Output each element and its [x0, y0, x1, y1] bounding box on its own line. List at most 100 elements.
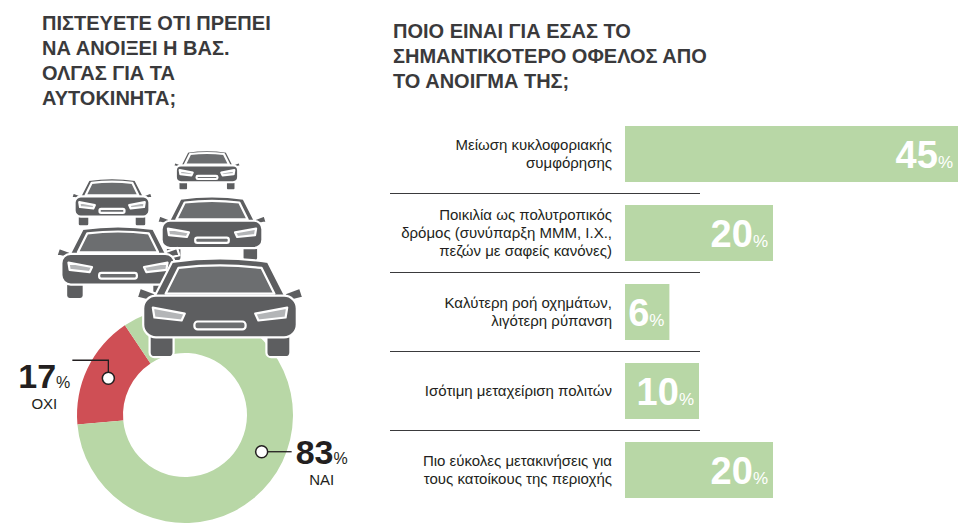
- car-part: [153, 258, 287, 299]
- text-line: τους κατοίκους της περιοχής: [424, 470, 612, 487]
- text-line: δρόμος (συνύπαρξη ΜΜΜ, Ι.Χ.,: [401, 224, 612, 241]
- car-part: [162, 221, 263, 248]
- car-part: [195, 238, 229, 243]
- donut-slice: [77, 307, 293, 523]
- bar: [625, 363, 699, 419]
- car-part: [79, 202, 95, 208]
- text-line: Μείωση κυκλοφοριακής: [456, 136, 613, 153]
- label-number: 6: [628, 292, 649, 334]
- text-line: ΤΟ ΑΝΟΙΓΜΑ ΤΗΣ;: [393, 70, 569, 92]
- car-part: [61, 254, 174, 285]
- row-separator: [390, 351, 700, 352]
- chart-title: ΠΟΙΟ ΕΙΝΑΙ ΓΙΑ ΕΣΑΣ ΤΟ ΣΗΜΑΝΤΙΚΟΤΕΡΟ ΟΦΕΛ…: [393, 20, 707, 92]
- car-part: [235, 229, 256, 237]
- car-part: [180, 170, 193, 175]
- slice-category-label: ΝΑΙ: [309, 471, 334, 488]
- label-number: 20: [711, 213, 753, 255]
- label-unit: %: [753, 469, 768, 488]
- car-part: [129, 202, 145, 208]
- row-separator: [390, 193, 700, 194]
- text-line: πεζών με σαφείς κανόνες): [439, 242, 612, 259]
- car-part: [68, 263, 92, 273]
- text-line: ΠΟΙΟ ΕΙΝΑΙ ΓΙΑ ΕΣΑΣ ΤΟ: [393, 20, 631, 42]
- label-unit: %: [938, 153, 953, 172]
- row-separator: [390, 430, 700, 431]
- category-label: Καλύτερη ροή οχημάτων,λιγότερη ρύπανση: [445, 294, 612, 329]
- label-number: 45: [896, 134, 938, 176]
- car-part: [144, 263, 168, 273]
- car-part: [176, 165, 238, 182]
- slice-category-label: ΟΧΙ: [31, 395, 57, 412]
- leader-dot: [102, 372, 114, 384]
- slice-label: 83%ΝΑΙ: [256, 433, 348, 488]
- text-line: ΑΥΤΟΚΙΝΗΤΑ;: [42, 87, 176, 109]
- text-line: ΣΗΜΑΝΤΙΚΟΤΕΡΟ ΟΦΕΛΟΣ ΑΠΟ: [393, 45, 707, 67]
- car-part: [255, 308, 287, 321]
- car-part: [166, 265, 275, 293]
- car-part: [221, 170, 234, 175]
- bar-labels: Μείωση κυκλοφοριακήςσυμφόρησης 45% Ποικιλί…: [401, 134, 953, 492]
- text-line: λιγότερη ρύπανση: [491, 312, 612, 329]
- car-part: [75, 196, 150, 216]
- text-line: ΟΛΓΑΣ ΓΙΑ ΤΑ: [42, 62, 175, 84]
- text-line: Ισότιμη μεταχείριση πολιτών: [425, 382, 612, 399]
- label-number: 20: [711, 450, 753, 492]
- car-part: [68, 226, 167, 256]
- bars: [625, 126, 958, 498]
- label-unit: %: [679, 390, 694, 409]
- car-part: [85, 182, 138, 196]
- car-part: [99, 273, 137, 279]
- label-number: 17: [18, 357, 56, 395]
- car-part: [78, 231, 158, 252]
- car-icon: [137, 258, 303, 357]
- car-icon: [157, 196, 266, 261]
- car-part: [197, 176, 218, 179]
- text-line: Πιο εύκολες μετακινήσεις για: [423, 452, 612, 469]
- car-icon: [173, 150, 241, 190]
- row-separator: [390, 272, 700, 273]
- bar-value-label: 6%: [628, 292, 664, 334]
- label-number: 83: [296, 433, 334, 471]
- label-unit: %: [649, 311, 664, 330]
- bar: [625, 284, 669, 340]
- label-number: 10: [637, 371, 679, 413]
- car-part: [176, 201, 247, 220]
- label-unit: %: [333, 450, 347, 467]
- label-unit: %: [753, 232, 768, 251]
- leader-line: [72, 360, 108, 372]
- car-part: [153, 308, 185, 321]
- car-part: [168, 229, 189, 237]
- bar: [625, 442, 773, 498]
- text-line: Ποικιλία ως πολυτροπικός: [439, 206, 612, 223]
- car-part: [168, 196, 256, 223]
- slice-label: 17%ΟΧΙ: [18, 357, 114, 412]
- cars-illustration: [57, 150, 304, 357]
- text-line: ΠΙΣΤΕΥΕΤΕ ΟΤΙ ΠΡΕΠΕΙ: [42, 12, 271, 34]
- bar-value-label: 20%: [711, 213, 768, 255]
- car-part: [143, 296, 297, 338]
- slice-value-label: 83%: [296, 433, 348, 471]
- bar-value-label: 45%: [896, 134, 953, 176]
- category-label: Ποικιλία ως πολυτροπικόςδρόμος (συνύπαρξ…: [401, 206, 612, 259]
- car-part: [185, 153, 229, 164]
- chart-canvas: ΠΙΣΤΕΥΕΤΕ ΟΤΙ ΠΡΕΠΕΙ ΝΑ ΑΝΟΙΞΕΙ Η ΒΑΣ. ΟΛΓ…: [0, 0, 971, 530]
- label-unit: %: [56, 374, 70, 391]
- chart-title: ΠΙΣΤΕΥΕΤΕ ΟΤΙ ΠΡΕΠΕΙ ΝΑ ΑΝΟΙΞΕΙ Η ΒΑΣ. ΟΛΓ…: [42, 12, 271, 109]
- category-label: Ισότιμη μεταχείριση πολιτών: [425, 382, 612, 399]
- car-part: [194, 321, 245, 329]
- car-icon: [71, 178, 152, 226]
- bar-value-label: 20%: [711, 450, 768, 492]
- car-part: [100, 209, 125, 213]
- bar: [625, 126, 958, 182]
- text-line: ΝΑ ΑΝΟΙΞΕΙ Η ΒΑΣ.: [42, 37, 229, 59]
- bar-value-label: 10%: [637, 371, 694, 413]
- bar: [625, 205, 773, 261]
- leader-line: [268, 451, 292, 452]
- text-line: Καλύτερη ροή οχημάτων,: [445, 294, 612, 311]
- category-label: Πιο εύκολες μετακινήσεις γιατους κατοίκο…: [423, 452, 612, 487]
- leader-dot: [256, 446, 268, 458]
- slice-value-label: 17%: [18, 357, 70, 395]
- category-label: Μείωση κυκλοφοριακήςσυμφόρησης: [456, 136, 613, 171]
- text-line: συμφόρησης: [526, 154, 612, 171]
- donut-slices: [77, 307, 293, 523]
